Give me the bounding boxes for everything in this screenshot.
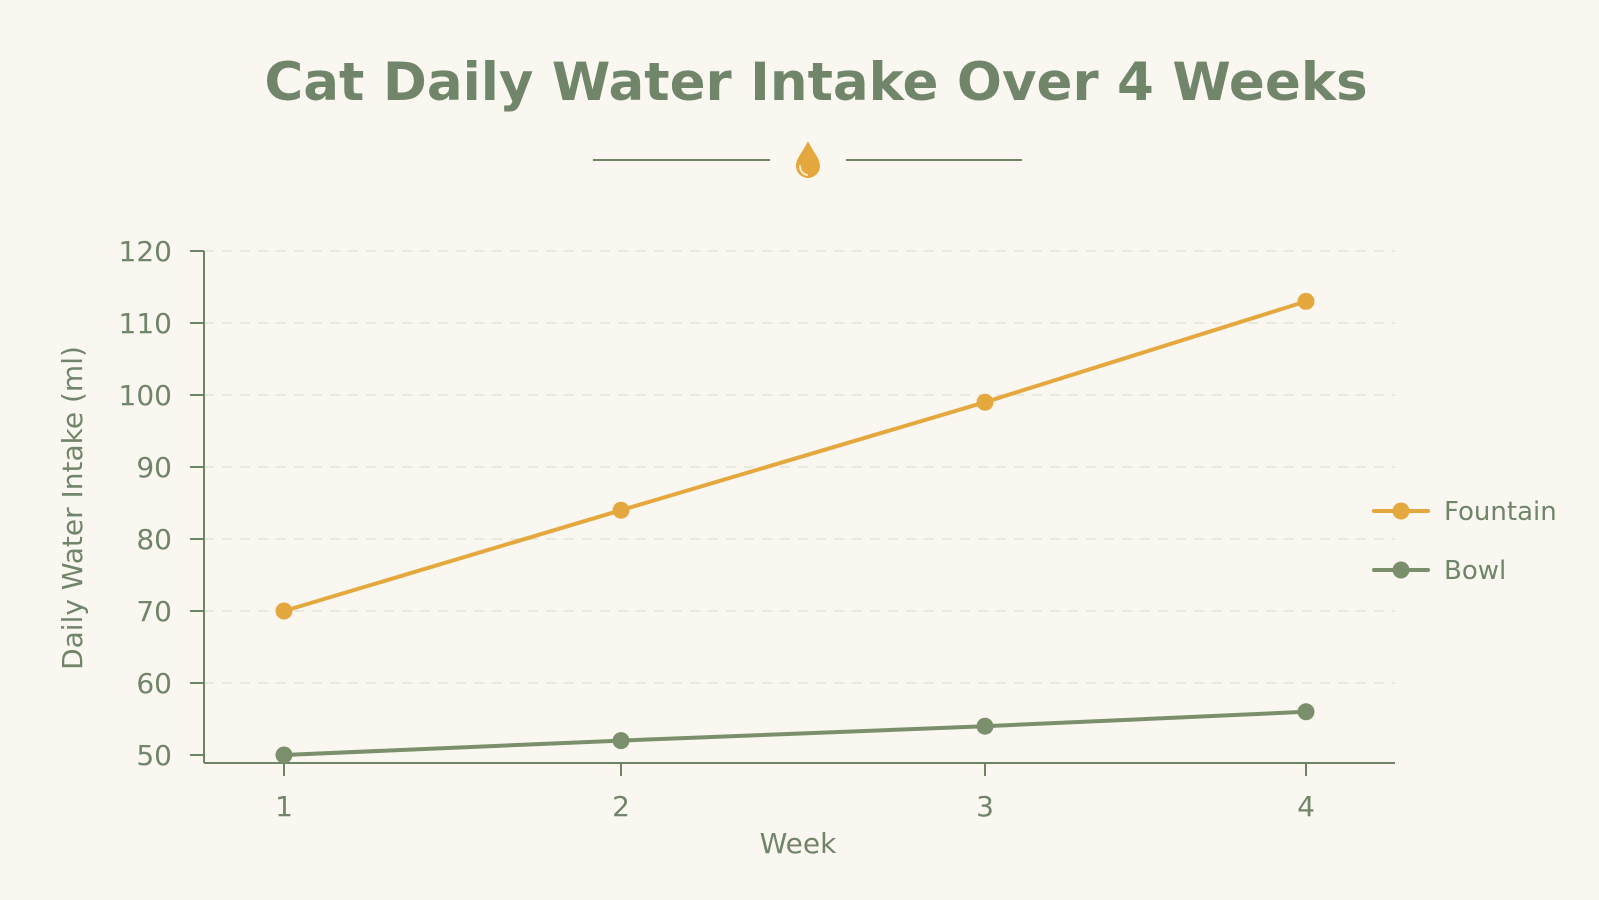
y-tick-label: 80 xyxy=(136,523,172,556)
y-axis-title: Daily Water Intake (ml) xyxy=(56,346,89,670)
data-point-fountain xyxy=(275,602,293,620)
y-tick-label: 50 xyxy=(136,739,172,772)
legend-marker-fountain xyxy=(1392,502,1410,520)
x-axis-ticks: 1 2 3 4 xyxy=(275,763,1315,823)
x-tick-label: 3 xyxy=(976,790,994,823)
y-tick-label: 100 xyxy=(119,379,172,412)
y-tick-label: 60 xyxy=(136,667,172,700)
x-tick-label: 1 xyxy=(275,790,293,823)
data-point-fountain xyxy=(612,501,630,519)
data-point-bowl xyxy=(612,732,630,750)
water-drop-icon xyxy=(796,141,820,178)
legend: Fountain Bowl xyxy=(1372,497,1557,586)
data-point-bowl xyxy=(275,746,293,764)
legend-marker-bowl xyxy=(1392,561,1410,579)
data-point-bowl xyxy=(1297,703,1315,721)
data-point-fountain xyxy=(976,393,994,411)
legend-label-bowl: Bowl xyxy=(1444,556,1506,586)
y-tick-label: 90 xyxy=(136,451,172,484)
x-tick-label: 4 xyxy=(1297,790,1315,823)
water-drop-shape xyxy=(796,141,820,178)
series-layer xyxy=(275,292,1315,764)
data-point-fountain xyxy=(1297,292,1315,310)
chart-title: Cat Daily Water Intake Over 4 Weeks xyxy=(264,52,1367,113)
series-line-bowl xyxy=(282,709,1308,757)
x-axis-title: Week xyxy=(760,827,837,860)
data-point-bowl xyxy=(976,717,994,735)
gridlines xyxy=(204,250,1395,684)
legend-label-fountain: Fountain xyxy=(1444,497,1557,527)
y-tick-label: 70 xyxy=(136,595,172,628)
y-tick-label: 110 xyxy=(119,307,172,340)
y-tick-label: 120 xyxy=(119,235,172,268)
title-divider xyxy=(593,141,1022,178)
series-line-fountain xyxy=(282,299,1308,613)
x-tick-label: 2 xyxy=(612,790,630,823)
water-drop-highlight xyxy=(799,165,808,176)
y-axis-ticks: 50 60 70 80 90 100 110 120 xyxy=(119,235,204,772)
